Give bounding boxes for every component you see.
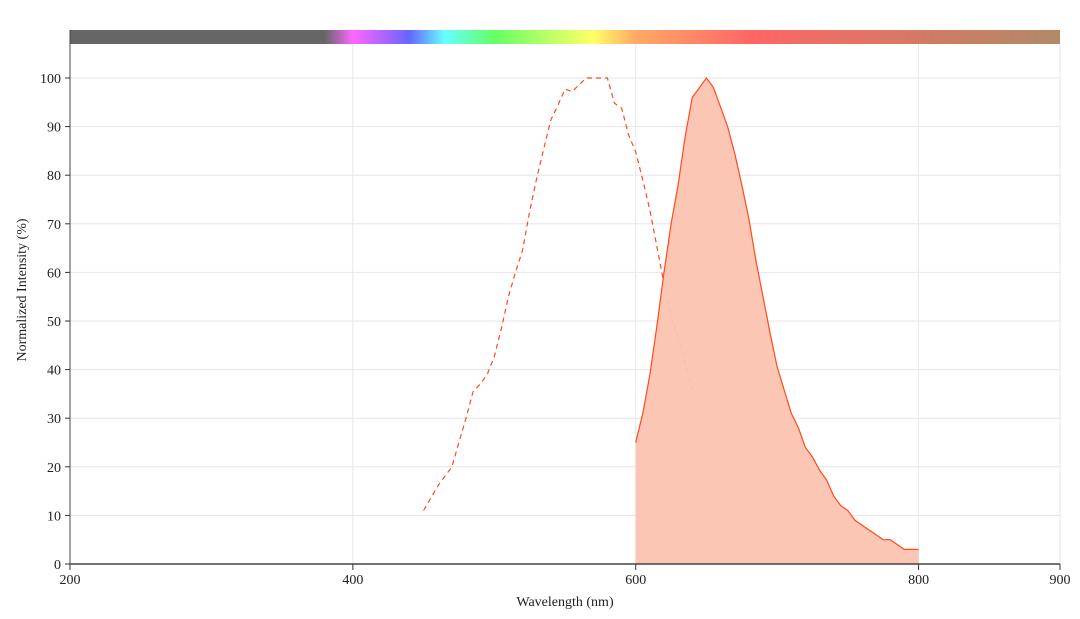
y-tick-label: 100 — [40, 72, 61, 87]
x-tick-label: 200 — [60, 573, 81, 588]
y-tick-label: 50 — [47, 315, 61, 330]
grid — [70, 44, 1060, 564]
axes: 0 10 20 30 40 50 60 70 80 90 100 200 400 600 800 900 — [40, 30, 1071, 588]
y-tick-label: 80 — [47, 169, 61, 184]
y-tick-label: 10 — [47, 509, 61, 524]
y-tick-label: 0 — [54, 558, 61, 573]
x-tick-label: 400 — [342, 573, 363, 588]
spectrum-color-bar — [70, 30, 1060, 44]
y-tick-label: 70 — [47, 218, 61, 233]
x-tick-label: 600 — [625, 573, 646, 588]
x-tick-label: 800 — [908, 573, 929, 588]
y-tick-label: 60 — [47, 266, 61, 281]
y-tick-label: 40 — [47, 364, 61, 379]
y-tick-label: 30 — [47, 412, 61, 427]
y-axis-label: Normalized Intensity (%) — [15, 218, 30, 361]
x-tick-label: 900 — [1050, 573, 1071, 588]
y-tick-label: 90 — [47, 121, 61, 136]
y-tick-label: 20 — [47, 461, 61, 476]
x-axis-label: Wavelength (nm) — [516, 595, 614, 610]
